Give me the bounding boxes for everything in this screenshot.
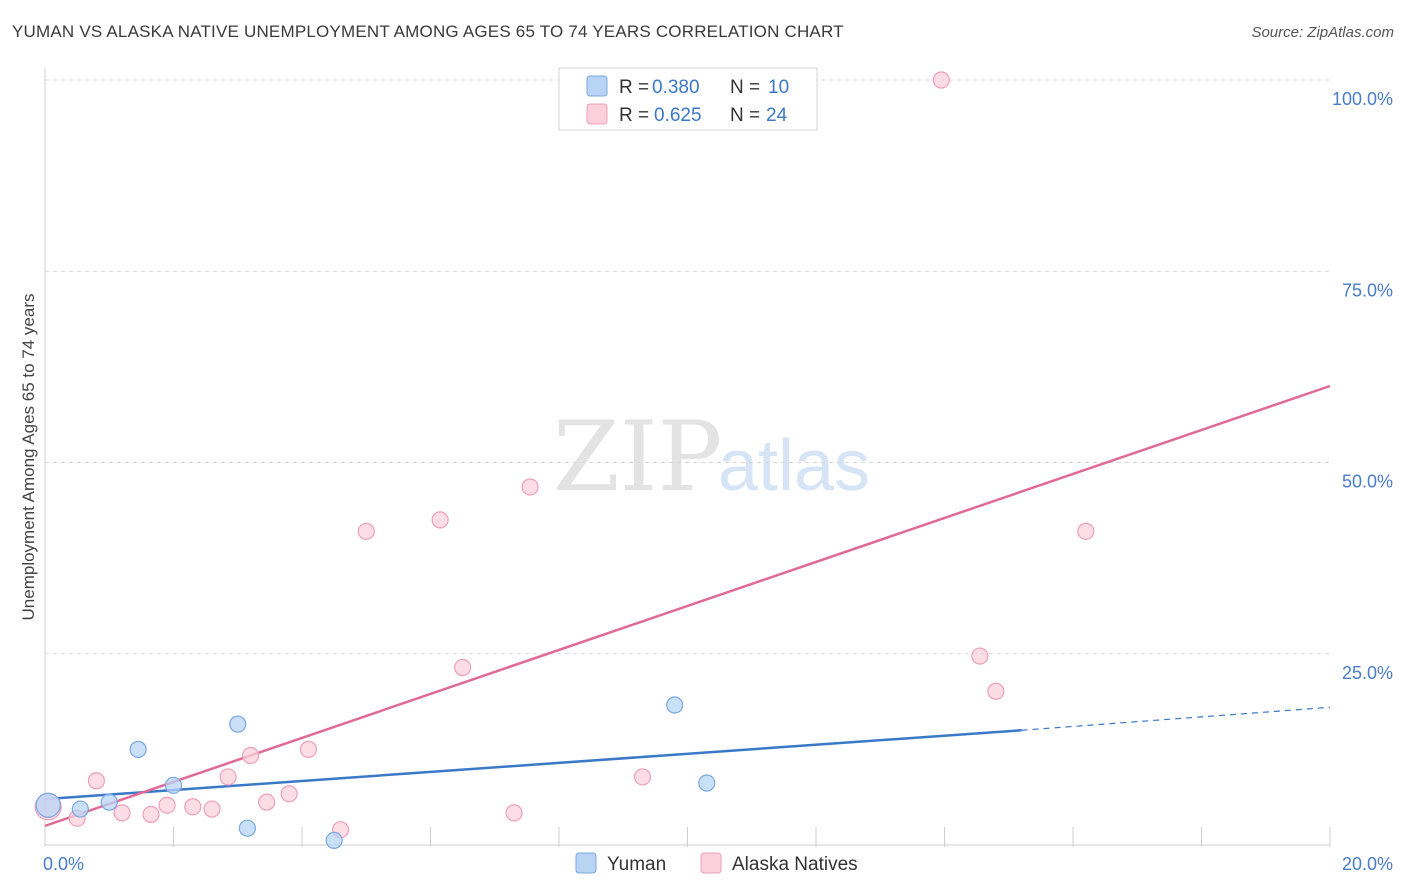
point-alaska-9 (242, 746, 260, 765)
point-alaska-12 (299, 740, 318, 758)
point-alaska-6 (184, 798, 202, 816)
point-alaska-21 (971, 647, 989, 665)
legend-r-value-yuman: 0.380 (652, 77, 700, 98)
y-axis-label: Unemployment Among Ages 65 to 74 years (19, 294, 38, 621)
gridlines (45, 79, 1330, 655)
chart-title: YUMAN VS ALASKA NATIVE UNEMPLOYMENT AMON… (12, 22, 844, 41)
trendlines (44, 384, 1331, 828)
point-alaska-22 (987, 682, 1005, 700)
legend-r-label-yuman: R = (619, 77, 649, 98)
point-yuman-8 (666, 696, 684, 714)
bottom-legend-label-alaska: Alaska Natives (732, 854, 858, 875)
y-tick-label-0: 100.0% (1332, 89, 1393, 109)
tick-labels: 100.0% 75.0% 50.0% 25.0% 0.0% 20.0% (43, 89, 1393, 874)
point-alaska-15 (431, 511, 449, 529)
point-alaska-23 (1077, 522, 1095, 540)
trendline-yuman-extension (1021, 706, 1331, 731)
point-alaska-3 (113, 804, 131, 822)
axes (44, 68, 1331, 847)
point-alaska-5 (158, 796, 176, 814)
y-tick-label-2: 50.0% (1342, 472, 1393, 492)
watermark-zip: ZIP (553, 401, 722, 513)
data-points (34, 71, 1095, 850)
bottom-legend-label-yuman: Yuman (607, 854, 666, 875)
legend-r-label-alaska: R = (619, 105, 649, 126)
source-label: Source: ZipAtlas.com (1251, 24, 1394, 41)
point-alaska-20 (932, 71, 950, 89)
point-alaska-14 (357, 522, 375, 540)
trendline-alaska (44, 384, 1331, 828)
legend-n-label-yuman: N = (730, 77, 760, 98)
point-yuman-0 (35, 792, 61, 818)
point-yuman-5 (229, 715, 247, 733)
x-tick-label-min: 0.0% (43, 854, 84, 874)
legend-n-value-alaska: 24 (766, 105, 788, 126)
point-alaska-8 (219, 768, 237, 786)
point-alaska-11 (280, 785, 298, 803)
point-yuman-3 (129, 740, 147, 758)
legend-n-value-yuman: 10 (768, 77, 789, 98)
point-yuman-4 (164, 776, 183, 794)
point-yuman-9 (698, 774, 716, 792)
point-alaska-16 (454, 658, 472, 677)
bottom-legend-swatch-alaska (700, 852, 722, 874)
point-alaska-4 (142, 805, 160, 824)
legend-swatch-alaska (586, 103, 608, 125)
stats-legend: R = 0.380 N = 10 R = 0.625 N = 24 (558, 67, 818, 131)
legend-n-label-alaska: N = (730, 105, 760, 126)
series-legend: Yuman Alaska Natives (575, 852, 858, 875)
point-alaska-2 (87, 772, 106, 790)
y-tick-label-1: 75.0% (1342, 280, 1393, 300)
legend-r-value-alaska: 0.625 (654, 105, 702, 126)
point-yuman-6 (238, 819, 256, 837)
point-alaska-7 (203, 800, 221, 818)
point-alaska-17 (505, 804, 523, 822)
bottom-legend-swatch-yuman (575, 852, 597, 874)
point-yuman-7 (325, 831, 343, 850)
trendline-yuman (44, 729, 1022, 801)
point-alaska-10 (258, 793, 276, 811)
point-alaska-19 (633, 768, 652, 786)
legend-swatch-yuman (586, 75, 608, 97)
point-yuman-2 (100, 793, 118, 811)
watermark-atlas: atlas (718, 426, 870, 506)
point-yuman-1 (71, 800, 89, 818)
x-tick-label-max: 20.0% (1342, 854, 1393, 874)
y-tick-label-3: 25.0% (1342, 663, 1393, 683)
point-alaska-18 (521, 478, 539, 496)
